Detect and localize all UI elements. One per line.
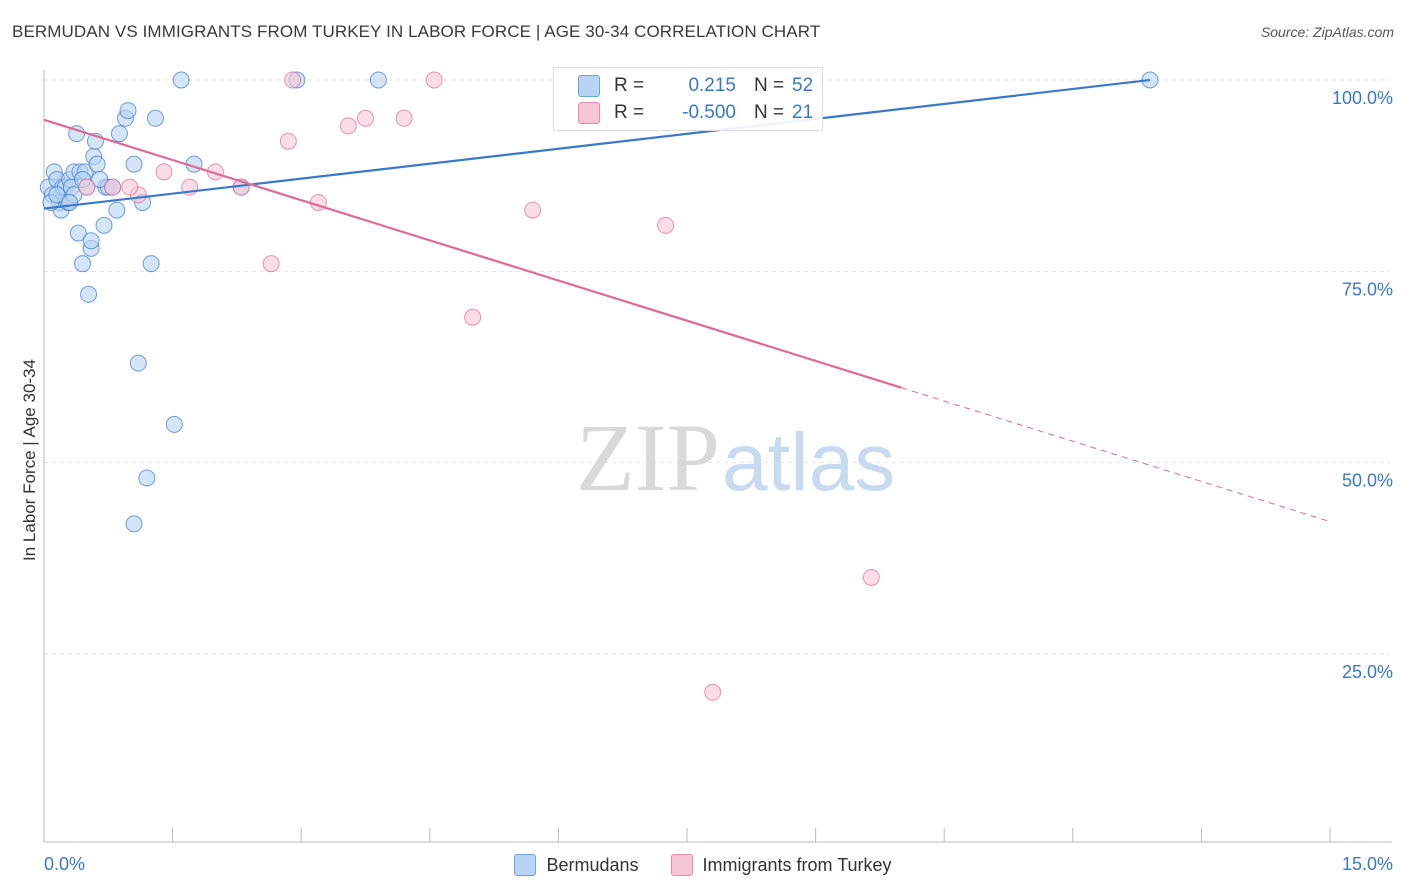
legend-n-value: 52	[792, 75, 814, 96]
chart-title: BERMUDAN VS IMMIGRANTS FROM TURKEY IN LA…	[12, 22, 821, 41]
point-turkey	[657, 216, 675, 234]
point-bermudans	[119, 102, 137, 120]
gridlines	[44, 79, 1390, 655]
y-tick-label: 75.0%	[1342, 279, 1393, 299]
data-points	[39, 71, 1159, 701]
legend-item-bermudans[interactable]: Bermudans	[514, 854, 639, 876]
legend-label-turkey: Immigrants from Turkey	[702, 854, 892, 875]
point-turkey	[704, 683, 722, 701]
point-bermudans	[138, 469, 156, 487]
point-bermudans	[74, 255, 92, 273]
legend-swatch-turkey	[670, 854, 693, 876]
point-bermudans	[172, 71, 190, 89]
point-turkey	[121, 178, 139, 196]
point-bermudans	[48, 186, 66, 204]
point-bermudans	[129, 354, 147, 372]
trendline-turkey	[43, 118, 902, 389]
point-turkey	[104, 178, 122, 196]
correlation-legend: R = 0.215 N = 52 R = -0.500 N = 21	[553, 67, 823, 131]
point-bermudans	[125, 515, 143, 533]
point-bermudans	[82, 232, 100, 250]
point-turkey	[262, 255, 280, 273]
watermark-zip: ZIP	[576, 404, 720, 511]
legend-r-value: -0.500	[682, 102, 736, 123]
x-tick-label-max: 15.0%	[1342, 854, 1393, 874]
point-turkey	[862, 568, 880, 586]
legend-item-turkey[interactable]: Immigrants from Turkey	[670, 854, 892, 876]
point-turkey	[395, 109, 413, 127]
point-turkey	[78, 178, 96, 196]
point-bermudans	[108, 201, 126, 219]
legend-swatch-bermudans	[514, 854, 537, 876]
point-turkey	[339, 117, 357, 135]
legend-n-label: N =	[754, 75, 785, 96]
point-bermudans	[165, 415, 183, 433]
source-label: Source: ZipAtlas.com	[1260, 24, 1394, 40]
point-bermudans	[61, 193, 79, 211]
legend-n-label: N =	[754, 102, 785, 123]
point-bermudans	[369, 71, 387, 89]
y-tick-label: 25.0%	[1342, 662, 1393, 682]
trendline-turkey	[901, 387, 1331, 523]
x-tick-label-min: 0.0%	[44, 854, 85, 874]
point-bermudans	[95, 216, 113, 234]
point-turkey	[524, 201, 542, 219]
point-turkey	[425, 71, 443, 89]
point-turkey	[284, 71, 302, 89]
legend-swatch-bermudans	[578, 75, 600, 97]
point-turkey	[155, 163, 173, 181]
legend-r-value: 0.215	[688, 75, 736, 96]
point-bermudans	[91, 170, 109, 188]
point-bermudans	[110, 125, 128, 143]
legend-r-label: R =	[614, 75, 645, 96]
y-tick-label: 50.0%	[1342, 471, 1393, 491]
point-bermudans	[69, 224, 87, 242]
series-legend: Bermudans Immigrants from Turkey	[0, 852, 1406, 878]
legend-n-value: 21	[792, 102, 814, 123]
legend-row-bermudans: R = 0.215 N = 52	[578, 73, 813, 99]
y-tick-label: 100.0%	[1332, 88, 1393, 108]
legend-r-label: R =	[614, 102, 645, 123]
point-bermudans	[125, 155, 143, 173]
watermark-atlas: atlas	[722, 417, 895, 508]
point-bermudans	[80, 285, 98, 303]
legend-swatch-turkey	[578, 102, 600, 124]
legend-row-turkey: R = -0.500 N = 21	[578, 100, 813, 126]
point-bermudans	[146, 109, 164, 127]
point-turkey	[279, 132, 297, 150]
trendline-bermudans	[43, 78, 1151, 210]
trendlines	[43, 78, 1331, 523]
tick-labels: 100.0% 75.0% 50.0% 25.0% 0.0% 15.0%	[44, 88, 1393, 874]
y-axis-label: In Labor Force | Age 30-34	[20, 359, 39, 561]
point-bermudans	[142, 255, 160, 273]
legend-label-bermudans: Bermudans	[546, 854, 639, 875]
point-turkey	[464, 308, 482, 326]
point-bermudans	[88, 155, 106, 173]
point-turkey	[357, 109, 374, 127]
